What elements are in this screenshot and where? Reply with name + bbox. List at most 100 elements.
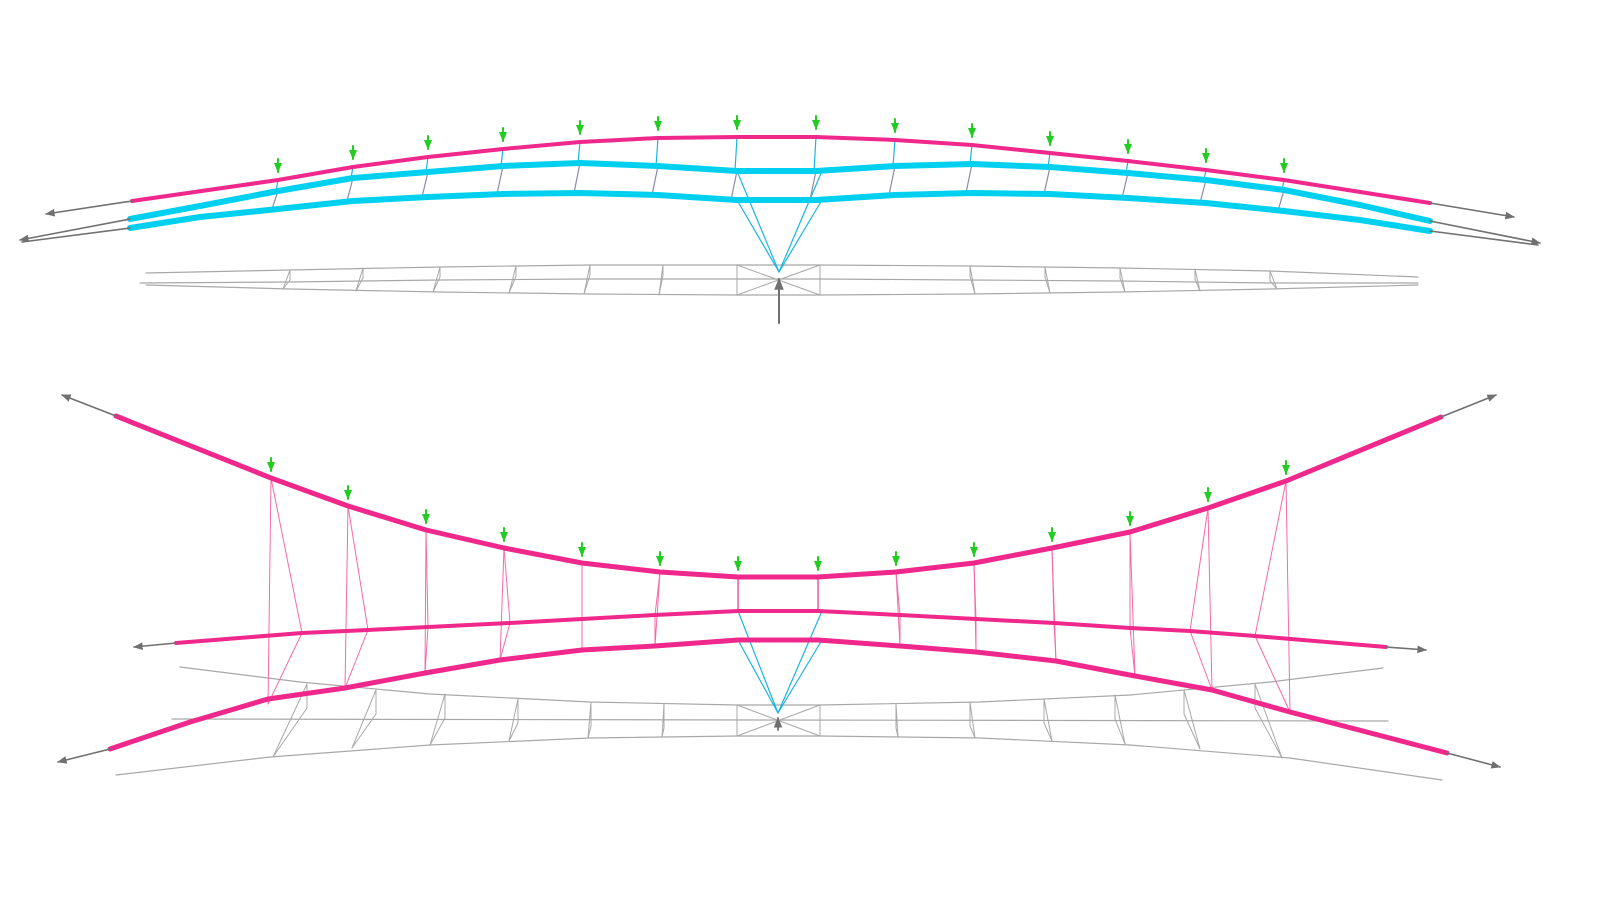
strut bbox=[888, 165, 896, 196]
hanger bbox=[1129, 531, 1136, 677]
strut bbox=[1199, 179, 1207, 204]
hanger bbox=[895, 571, 901, 647]
hanger bbox=[1285, 480, 1291, 713]
reference-diagonal bbox=[969, 725, 976, 739]
reference-diagonal bbox=[1044, 266, 1051, 294]
tension-chord bbox=[130, 135, 1432, 205]
hanger bbox=[270, 477, 303, 634]
hanger bbox=[499, 622, 511, 661]
reaction-arrow bbox=[1429, 230, 1539, 246]
hanger bbox=[344, 629, 369, 689]
reference-diagonal bbox=[282, 279, 291, 290]
hanger bbox=[499, 547, 505, 661]
hanger-cable bbox=[778, 199, 823, 273]
strut bbox=[809, 170, 817, 201]
top-load-arrows bbox=[274, 115, 1288, 173]
reaction-arrow bbox=[61, 394, 117, 417]
hanger bbox=[1189, 630, 1213, 691]
top-arch-diagram bbox=[19, 115, 1541, 324]
strut bbox=[734, 136, 738, 172]
reference-diagonal bbox=[508, 698, 519, 742]
bottom-load-arrows bbox=[267, 457, 1290, 571]
hanger bbox=[347, 505, 369, 631]
reaction-arrow bbox=[21, 227, 131, 243]
reference-line bbox=[115, 735, 1443, 781]
hanger bbox=[1254, 635, 1291, 713]
bottom-cable-diagram bbox=[57, 394, 1501, 781]
hanger bbox=[267, 477, 272, 705]
reference-diagonal bbox=[1269, 280, 1278, 290]
strut bbox=[813, 136, 817, 172]
hanger-cable bbox=[777, 639, 823, 714]
reference-diagonal bbox=[1183, 713, 1201, 750]
reference-diagonal bbox=[969, 701, 976, 739]
strut bbox=[651, 165, 659, 196]
hanger-cable bbox=[736, 199, 780, 273]
bottom-reference-geometry bbox=[115, 666, 1443, 781]
reference-diagonal bbox=[1043, 698, 1053, 742]
reaction-arrow bbox=[1429, 220, 1541, 246]
reference-diagonal bbox=[1194, 268, 1201, 292]
reference-diagonal bbox=[351, 689, 377, 749]
reference-diagonal bbox=[429, 693, 446, 746]
strut bbox=[346, 177, 354, 202]
reaction-arrow bbox=[1446, 752, 1501, 769]
reference-diagonal bbox=[969, 265, 976, 295]
strut bbox=[496, 165, 504, 195]
reference-diagonal bbox=[355, 267, 364, 292]
reference-diagonal bbox=[282, 269, 291, 290]
reference-diagonal bbox=[1183, 689, 1201, 750]
strut bbox=[421, 171, 429, 198]
reaction-arrow bbox=[1385, 645, 1427, 654]
top-tension-chord bbox=[130, 135, 1432, 205]
reference-diagonal bbox=[508, 722, 519, 742]
hanger bbox=[344, 505, 349, 689]
tension-chord bbox=[174, 609, 1388, 649]
bottom-tension-chords bbox=[107, 413, 1450, 756]
reference-diagonal bbox=[658, 264, 664, 296]
reaction-arrow bbox=[1440, 394, 1497, 418]
reference-diagonal bbox=[587, 701, 592, 739]
strut bbox=[573, 162, 581, 194]
reference-diagonal bbox=[272, 707, 308, 758]
bottom-reaction-arrows bbox=[57, 394, 1501, 769]
hanger bbox=[1129, 627, 1136, 677]
hanger-cable bbox=[737, 639, 779, 714]
bottom-struts bbox=[267, 477, 1291, 714]
strut bbox=[1043, 166, 1051, 195]
hanger bbox=[1053, 622, 1057, 662]
hanger bbox=[1207, 507, 1213, 691]
hanger-cable bbox=[777, 610, 823, 714]
reaction-arrow bbox=[45, 200, 133, 217]
reference-diagonal bbox=[1114, 694, 1126, 745]
hanger bbox=[503, 547, 511, 624]
hanger bbox=[424, 626, 429, 674]
reference-diagonal bbox=[1119, 267, 1126, 293]
strut bbox=[730, 170, 738, 201]
reference-diagonal bbox=[1114, 718, 1126, 745]
reference-diagonal bbox=[661, 703, 665, 738]
reference-line bbox=[145, 284, 1419, 296]
compression-chord bbox=[127, 190, 1433, 234]
reference-diagonal bbox=[895, 703, 899, 738]
reference-diagonal bbox=[1254, 683, 1283, 759]
hanger bbox=[424, 529, 427, 674]
hanger-cable bbox=[778, 170, 823, 273]
reaction-arrow bbox=[133, 642, 177, 651]
strut bbox=[655, 137, 659, 167]
hanger bbox=[267, 632, 303, 705]
strut bbox=[969, 144, 973, 165]
hanger-cable bbox=[737, 610, 779, 714]
top-compression-chords bbox=[127, 160, 1433, 234]
reference-diagonal bbox=[1254, 707, 1283, 759]
reference-diagonal bbox=[1269, 270, 1278, 290]
hanger bbox=[1189, 507, 1209, 632]
top-reaction-arrows bbox=[19, 200, 1541, 324]
reference-diagonal bbox=[351, 713, 377, 749]
reference-diagonal bbox=[429, 717, 446, 746]
strut bbox=[577, 141, 581, 164]
reference-diagonal bbox=[508, 265, 517, 294]
reference-diagonal bbox=[432, 266, 441, 293]
hanger bbox=[1254, 480, 1287, 637]
